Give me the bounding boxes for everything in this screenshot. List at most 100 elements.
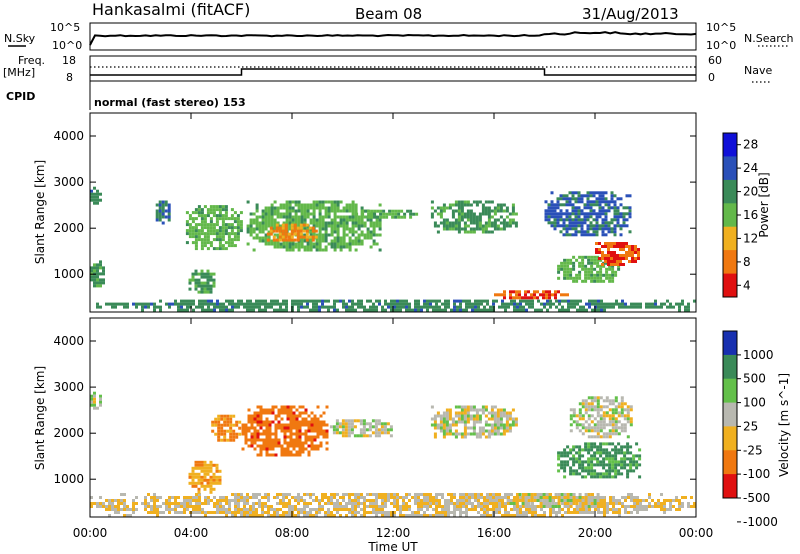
heatmap-cell bbox=[508, 212, 512, 216]
heatmap-cell bbox=[336, 299, 339, 303]
heatmap-cell bbox=[370, 212, 374, 216]
heatmap-cell bbox=[220, 426, 224, 430]
heatmap-cell bbox=[534, 308, 537, 312]
heatmap-cell bbox=[318, 242, 322, 246]
heatmap-cell bbox=[270, 505, 273, 508]
heatmap-cell bbox=[614, 432, 618, 436]
heatmap-cell bbox=[608, 469, 612, 473]
heatmap-cell bbox=[553, 215, 557, 219]
heatmap-cell bbox=[223, 420, 227, 424]
heatmap-cell bbox=[577, 206, 581, 210]
heatmap-cell bbox=[276, 302, 279, 306]
heatmap-cell bbox=[312, 508, 315, 511]
heatmap-cell bbox=[282, 496, 285, 499]
heatmap-cell bbox=[273, 233, 277, 237]
y-tick-label: 1000 bbox=[53, 472, 84, 486]
heatmap-cell bbox=[227, 244, 231, 248]
heatmap-cell bbox=[499, 203, 503, 207]
heatmap-cell bbox=[639, 502, 642, 505]
heatmap-cell bbox=[608, 460, 612, 464]
heatmap-cell bbox=[203, 275, 207, 279]
heatmap-cell bbox=[226, 414, 230, 418]
heatmap-cell bbox=[632, 463, 636, 467]
heatmap-cell bbox=[396, 508, 399, 511]
heatmap-cell bbox=[596, 460, 600, 464]
heatmap-cell bbox=[478, 426, 482, 430]
heatmap-cell bbox=[629, 405, 633, 409]
heatmap-cell bbox=[255, 514, 258, 517]
heatmap-cell bbox=[510, 514, 513, 517]
heatmap-cell bbox=[387, 302, 390, 306]
heatmap-cell bbox=[451, 215, 455, 219]
heatmap-cell bbox=[336, 505, 339, 508]
heatmap-cell bbox=[614, 396, 618, 400]
heatmap-cell bbox=[439, 206, 443, 210]
heatmap-cell bbox=[571, 233, 575, 237]
heatmap-cell bbox=[587, 405, 591, 409]
heatmap-cell bbox=[250, 435, 254, 439]
heatmap-cell bbox=[339, 218, 343, 222]
heatmap-cell bbox=[539, 499, 543, 502]
heatmap-cell bbox=[285, 511, 288, 514]
heatmap-cell bbox=[555, 305, 558, 309]
heatmap-cell bbox=[457, 417, 461, 421]
heatmap-cell bbox=[206, 235, 210, 239]
heatmap-cell bbox=[213, 505, 216, 508]
heatmap-cell bbox=[478, 429, 482, 433]
heatmap-cell bbox=[324, 236, 328, 240]
heatmap-cell bbox=[246, 227, 250, 231]
heatmap-cell bbox=[468, 302, 471, 306]
heatmap-cell bbox=[253, 441, 257, 445]
heatmap-cell bbox=[321, 493, 324, 496]
heatmap-cell bbox=[439, 420, 443, 424]
heatmap-cell bbox=[259, 432, 263, 436]
heatmap-cell bbox=[279, 508, 282, 511]
heatmap-cell bbox=[581, 255, 585, 259]
heatmap-cell bbox=[158, 209, 162, 213]
heatmap-cell bbox=[292, 441, 296, 445]
heatmap-cell bbox=[390, 511, 393, 514]
heatmap-cell bbox=[636, 496, 639, 499]
heatmap-cell bbox=[300, 218, 304, 222]
heatmap-cell bbox=[360, 493, 363, 496]
heatmap-cell bbox=[345, 514, 348, 517]
heatmap-cell bbox=[360, 230, 364, 234]
heatmap-cell bbox=[368, 425, 372, 429]
heatmap-cell bbox=[372, 302, 375, 306]
heatmap-cell bbox=[599, 423, 603, 427]
heatmap-cell bbox=[105, 508, 108, 511]
heatmap-cell bbox=[562, 197, 566, 201]
heatmap-cell bbox=[565, 224, 569, 228]
heatmap-cell bbox=[453, 502, 456, 505]
heatmap-cell bbox=[274, 435, 278, 439]
heatmap-cell bbox=[487, 200, 491, 204]
heatmap-cell bbox=[599, 460, 603, 464]
heatmap-cell bbox=[512, 290, 515, 294]
heatmap-cell bbox=[198, 305, 201, 309]
heatmap-cell bbox=[132, 508, 135, 511]
heatmap-cell bbox=[505, 417, 509, 421]
heatmap-cell bbox=[264, 493, 267, 496]
heatmap-cell bbox=[150, 508, 153, 511]
heatmap-cell bbox=[635, 454, 639, 458]
heatmap-cell bbox=[280, 405, 284, 409]
heatmap-cell bbox=[291, 200, 295, 204]
heatmap-cell bbox=[612, 502, 615, 505]
heatmap-cell bbox=[217, 420, 221, 424]
heatmap-cell bbox=[642, 499, 645, 502]
heatmap-cell bbox=[262, 423, 266, 427]
heatmap-cell bbox=[603, 502, 606, 505]
heatmap-cell bbox=[375, 511, 378, 514]
heatmap-cell bbox=[600, 308, 603, 312]
heatmap-cell bbox=[297, 496, 300, 499]
heatmap-cell bbox=[271, 411, 275, 415]
heatmap-cell bbox=[492, 493, 495, 496]
heatmap-cell bbox=[246, 496, 249, 499]
heatmap-cell bbox=[465, 302, 468, 306]
freq-left-label-2: [MHz] bbox=[3, 66, 35, 79]
heatmap-cell bbox=[598, 224, 602, 228]
heatmap-cell bbox=[261, 511, 264, 514]
heatmap-cell bbox=[572, 469, 576, 473]
heatmap-cell bbox=[383, 431, 387, 435]
